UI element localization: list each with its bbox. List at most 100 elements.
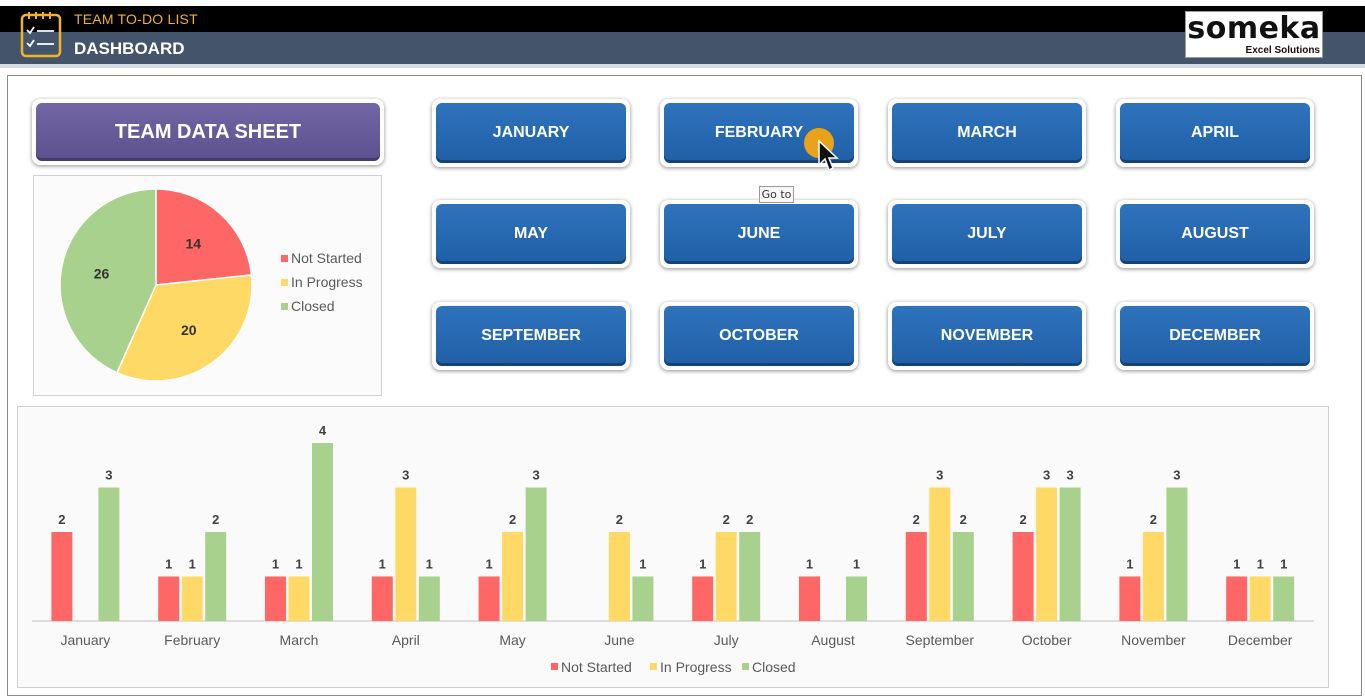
bar-data-label: 2 <box>746 512 753 527</box>
legend-swatch <box>281 255 288 262</box>
x-tick-label: October <box>1022 632 1072 648</box>
december-button[interactable]: DECEMBER <box>1116 302 1314 370</box>
bar-not-started-march <box>265 576 286 621</box>
bar-data-label: 3 <box>936 468 943 483</box>
bar-data-label: 1 <box>426 557 433 572</box>
month-button-label: OCTOBER <box>664 306 854 366</box>
month-button-label: SEPTEMBER <box>436 306 626 366</box>
x-tick-label: December <box>1228 632 1293 648</box>
month-button-label: APRIL <box>1120 103 1310 163</box>
bar-closed-march <box>312 443 333 621</box>
bar-data-label: 1 <box>295 557 302 572</box>
month-button-label: JUNE <box>664 204 854 264</box>
pie-slice-closed <box>59 188 157 374</box>
bar-data-label: 4 <box>319 423 327 438</box>
bar-data-label: 3 <box>532 468 539 483</box>
pie-chart-svg: 14 20 26 Not Started In Progress Closed <box>59 188 363 382</box>
bar-closed-october <box>1059 487 1081 621</box>
bar-in-progress-march <box>288 576 310 621</box>
someka-logo[interactable]: someka Excel Solutions <box>1185 11 1323 58</box>
x-tick-label: November <box>1121 632 1186 648</box>
may-button[interactable]: MAY <box>432 200 630 268</box>
bar-not-started-december <box>1226 576 1248 621</box>
pie-slice-not-started <box>155 188 253 286</box>
bar-closed-december <box>1273 576 1295 621</box>
bar-not-started-october <box>1012 532 1034 621</box>
bar-data-label: 1 <box>379 557 386 572</box>
pie-data-label: 26 <box>94 265 110 281</box>
bar-data-label: 1 <box>485 557 492 572</box>
bar-data-label: 1 <box>1233 557 1240 572</box>
september-button[interactable]: SEPTEMBER <box>432 302 630 370</box>
tooltip: Go to <box>759 186 794 203</box>
bar-data-label: 1 <box>1280 557 1287 572</box>
bar-data-label: 1 <box>189 557 196 572</box>
x-tick-label: August <box>811 632 855 648</box>
monthly-bar-chart: 2 3 January 1 1 2 February 1 1 4 March 1 3 1 April 1 2 3 M… <box>17 406 1329 688</box>
bar-data-label: 3 <box>1173 468 1180 483</box>
bar-in-progress-july <box>715 532 737 621</box>
bar-data-label: 3 <box>402 468 409 483</box>
bar-data-label: 2 <box>509 512 516 527</box>
bar-not-started-april <box>371 576 393 621</box>
header-blue-bar <box>0 32 1365 64</box>
bar-data-label: 3 <box>105 468 112 483</box>
bar-not-started-may <box>478 576 500 621</box>
bar-data-label: 2 <box>960 512 967 527</box>
bar-in-progress-april <box>395 487 417 621</box>
bar-data-label: 3 <box>1066 468 1073 483</box>
bar-data-label: 1 <box>639 557 646 572</box>
pie-legend-label: In Progress <box>291 274 363 290</box>
bar-data-label: 1 <box>853 557 860 572</box>
bar-in-progress-october <box>1036 487 1058 621</box>
bar-legend-label: Closed <box>752 659 796 675</box>
bar-closed-july <box>739 532 761 621</box>
legend-swatch <box>650 663 657 670</box>
status-pie-chart: 14 20 26 Not Started In Progress Closed <box>33 175 382 396</box>
legend-swatch <box>281 303 288 310</box>
x-tick-label: March <box>280 632 319 648</box>
logo-tagline: Excel Solutions <box>1245 45 1320 56</box>
checklist-icon <box>20 12 62 58</box>
bar-in-progress-november <box>1142 532 1164 621</box>
bar-not-started-september <box>905 532 927 621</box>
bar-not-started-february <box>158 576 180 621</box>
pie-data-label: 14 <box>185 236 201 252</box>
march-button[interactable]: MARCH <box>888 99 1086 167</box>
august-button[interactable]: AUGUST <box>1116 200 1314 268</box>
bar-data-label: 2 <box>913 512 920 527</box>
june-button[interactable]: JUNE <box>660 200 858 268</box>
bar-data-label: 2 <box>212 512 219 527</box>
january-button[interactable]: JANUARY <box>432 99 630 167</box>
month-button-label: MARCH <box>892 103 1082 163</box>
bar-data-label: 1 <box>1257 557 1264 572</box>
bar-legend-label: Not Started <box>561 659 632 675</box>
bar-closed-august <box>846 576 867 621</box>
bar-data-label: 1 <box>1126 557 1133 572</box>
bar-in-progress-december <box>1249 576 1271 621</box>
page-title: DASHBOARD <box>74 39 185 58</box>
bar-data-label: 2 <box>58 512 65 527</box>
october-button[interactable]: OCTOBER <box>660 302 858 370</box>
bar-in-progress-september <box>929 487 951 621</box>
april-button[interactable]: APRIL <box>1116 99 1314 167</box>
x-tick-label: February <box>164 632 220 648</box>
november-button[interactable]: NOVEMBER <box>888 302 1086 370</box>
july-button[interactable]: JULY <box>888 200 1086 268</box>
bar-closed-may <box>525 487 547 621</box>
bar-data-label: 3 <box>1043 468 1050 483</box>
bar-closed-november <box>1166 487 1188 621</box>
pie-data-label: 20 <box>181 322 197 338</box>
bar-data-label: 2 <box>1150 512 1157 527</box>
legend-swatch <box>281 279 288 286</box>
bar-data-label: 2 <box>1019 512 1026 527</box>
bar-closed-january <box>98 487 120 621</box>
legend-swatch <box>742 663 749 670</box>
month-button-label: JANUARY <box>436 103 626 163</box>
bar-not-started-july <box>692 576 714 621</box>
bar-data-label: 2 <box>616 512 623 527</box>
team-data-sheet-button[interactable]: TEAM DATA SHEET <box>32 99 384 165</box>
x-tick-label: May <box>499 632 525 648</box>
x-tick-label: January <box>60 632 110 648</box>
